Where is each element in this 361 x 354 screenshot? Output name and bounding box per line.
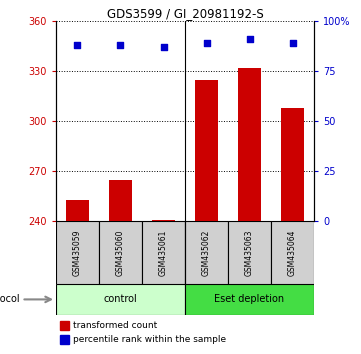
Text: GSM435064: GSM435064 [288,229,297,276]
Bar [142,221,185,284]
Bar [195,80,218,221]
Text: GSM435061: GSM435061 [159,229,168,276]
Point [247,36,252,42]
Bar [228,221,271,284]
Text: transformed count: transformed count [73,321,157,330]
Text: GSM435062: GSM435062 [202,229,211,276]
Text: control: control [104,295,137,304]
Text: GSM435060: GSM435060 [116,229,125,276]
Bar [185,221,228,284]
Point [204,40,209,46]
Title: GDS3599 / GI_20981192-S: GDS3599 / GI_20981192-S [106,7,264,20]
Bar [271,221,314,284]
Bar [66,200,89,221]
Text: protocol: protocol [0,295,19,304]
Bar [99,221,142,284]
Bar [56,221,99,284]
Point [118,42,123,48]
Bar [238,68,261,221]
Bar [56,284,185,315]
Bar [281,108,304,221]
Bar [60,335,69,344]
Point [290,40,295,46]
Text: percentile rank within the sample: percentile rank within the sample [73,335,226,344]
Bar [109,179,132,221]
Text: GSM435059: GSM435059 [73,229,82,276]
Bar [60,321,69,330]
Point [75,42,81,48]
Bar [185,284,314,315]
Point [161,44,166,50]
Text: Eset depletion: Eset depletion [214,295,284,304]
Text: GSM435063: GSM435063 [245,229,254,276]
